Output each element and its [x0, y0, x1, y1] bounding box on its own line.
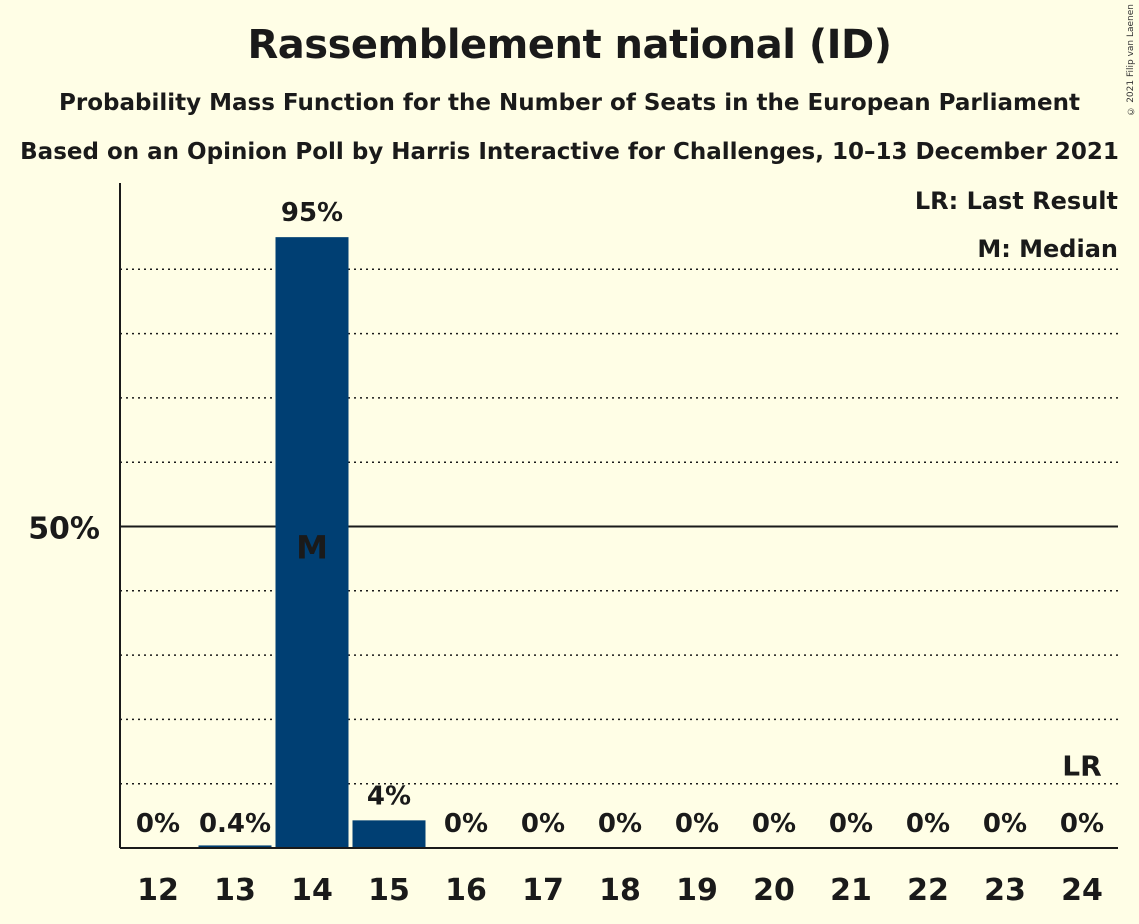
legend-last-result: LR: Last Result — [915, 187, 1118, 215]
x-tick-22: 22 — [907, 873, 949, 908]
x-tick-15: 15 — [368, 873, 410, 908]
x-tick-21: 21 — [830, 873, 872, 908]
x-tick-labels: 12 13 14 15 16 17 18 19 20 21 22 23 24 — [137, 873, 1103, 908]
data-label-20: 0% — [752, 809, 796, 839]
data-label-16: 0% — [444, 809, 488, 839]
bar-15 — [352, 820, 426, 848]
legend-median: M: Median — [977, 235, 1118, 263]
x-tick-14: 14 — [291, 873, 333, 908]
x-tick-18: 18 — [599, 873, 641, 908]
bars — [198, 237, 426, 848]
data-label-19: 0% — [675, 809, 719, 839]
x-tick-13: 13 — [214, 873, 256, 908]
data-label-15: 4% — [367, 781, 411, 811]
x-tick-20: 20 — [753, 873, 795, 908]
x-tick-19: 19 — [676, 873, 718, 908]
data-label-14: 95% — [281, 198, 343, 228]
last-result-marker: LR — [1062, 750, 1101, 783]
data-label-18: 0% — [598, 809, 642, 839]
x-tick-17: 17 — [522, 873, 564, 908]
data-label-13: 0.4% — [199, 809, 271, 839]
x-tick-12: 12 — [137, 873, 179, 908]
data-label-21: 0% — [829, 809, 873, 839]
bar-14 — [275, 237, 349, 848]
chart-subtitle-1: Probability Mass Function for the Number… — [59, 90, 1080, 116]
x-tick-23: 23 — [984, 873, 1026, 908]
data-label-24: 0% — [1060, 809, 1104, 839]
x-tick-16: 16 — [445, 873, 487, 908]
x-tick-24: 24 — [1061, 873, 1103, 908]
bar-13 — [198, 845, 272, 848]
chart-title: Rassemblement national (ID) — [247, 22, 892, 68]
data-label-23: 0% — [983, 809, 1027, 839]
gridlines — [120, 268, 1118, 785]
data-label-22: 0% — [906, 809, 950, 839]
median-marker: M — [296, 529, 328, 567]
data-label-12: 0% — [136, 809, 180, 839]
chart-subtitle-2: Based on an Opinion Poll by Harris Inter… — [20, 139, 1119, 165]
data-labels: 0% 0.4% 95% M 4% 0% 0% 0% 0% 0% 0% 0% 0% 0% — [136, 198, 1104, 839]
data-label-17: 0% — [521, 809, 565, 839]
y-tick-label-50: 50% — [28, 512, 100, 547]
